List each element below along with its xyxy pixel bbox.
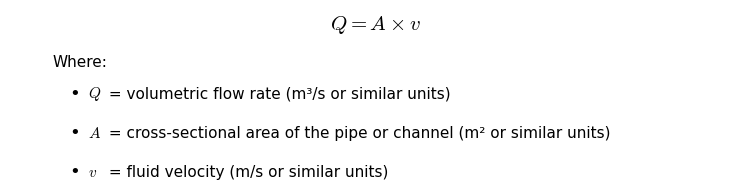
Text: •: • bbox=[70, 85, 80, 103]
Text: $v$: $v$ bbox=[88, 165, 98, 180]
Text: = volumetric flow rate (m³/s or similar units): = volumetric flow rate (m³/s or similar … bbox=[104, 87, 450, 102]
Text: •: • bbox=[70, 163, 80, 181]
Text: •: • bbox=[70, 124, 80, 142]
Text: $Q$: $Q$ bbox=[88, 85, 102, 103]
Text: Where:: Where: bbox=[53, 55, 107, 70]
Text: $Q = A \times v$: $Q = A \times v$ bbox=[329, 14, 421, 36]
Text: = cross-sectional area of the pipe or channel (m² or similar units): = cross-sectional area of the pipe or ch… bbox=[104, 126, 610, 141]
Text: $A$: $A$ bbox=[88, 126, 101, 141]
Text: = fluid velocity (m/s or similar units): = fluid velocity (m/s or similar units) bbox=[104, 165, 388, 180]
